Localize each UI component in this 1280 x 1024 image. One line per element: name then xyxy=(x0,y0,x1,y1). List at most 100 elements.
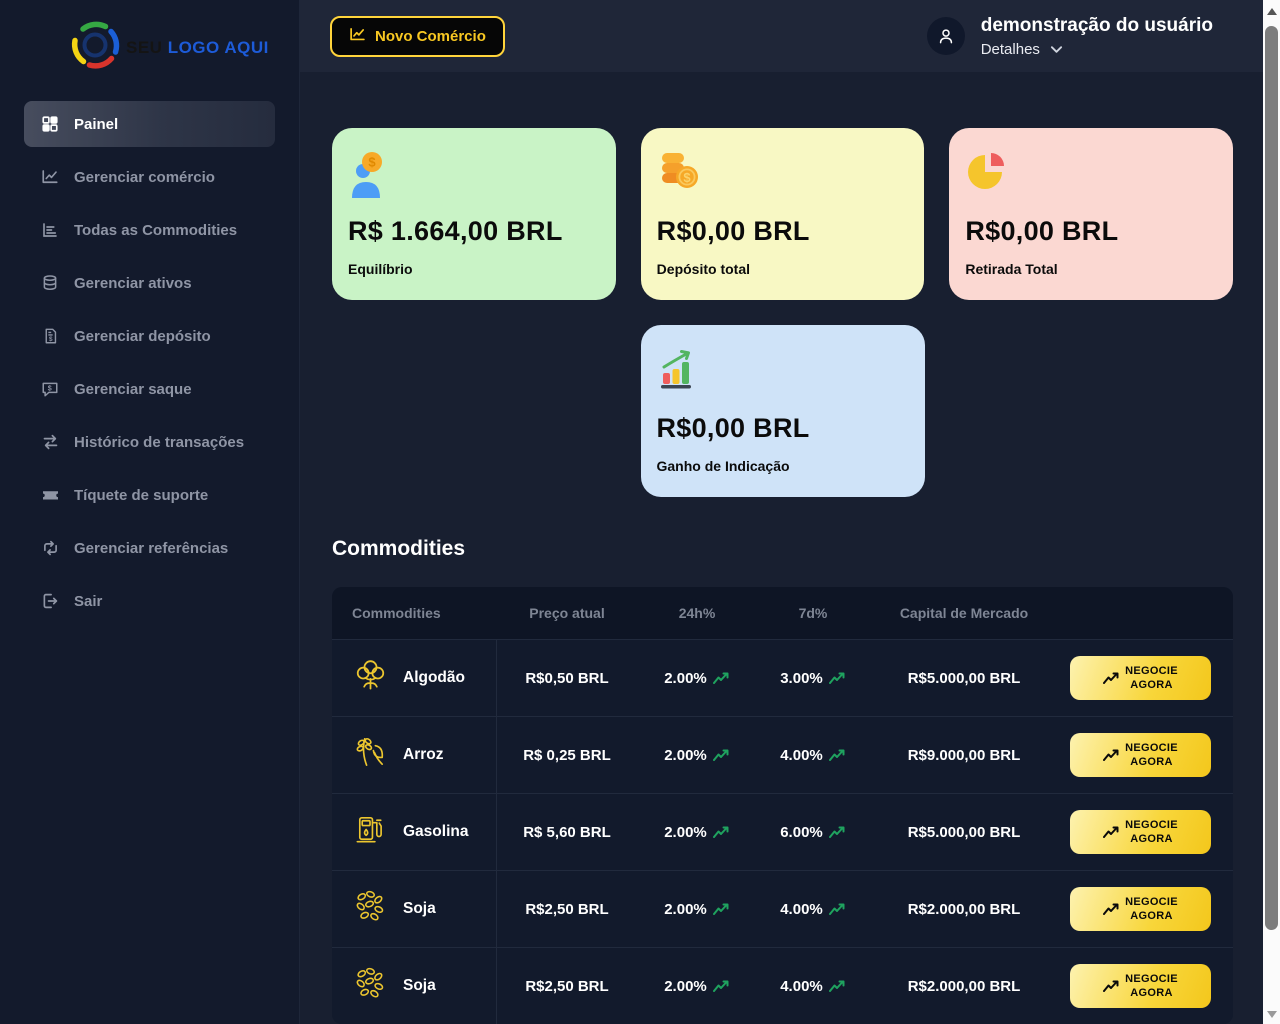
change-7d-cell: 4.00% xyxy=(757,978,869,995)
change-7d-cell: 4.00% xyxy=(757,747,869,764)
scrollbar-up-arrow[interactable] xyxy=(1266,8,1277,15)
change-7d-cell: 6.00% xyxy=(757,824,869,841)
commodity-row-gasolina-2: Gasolina R$ 5,60 BRL 2.00% 6.00% R$5.000,00 … xyxy=(332,793,1233,870)
user-name: demonstração do usuário xyxy=(980,14,1213,36)
trend-up-icon xyxy=(1103,826,1120,839)
commodity-row-soja-3: Soja R$2,50 BRL 2.00% 4.00% R$2.000,00 BRL NE… xyxy=(332,870,1233,947)
user-menu[interactable]: demonstração do usuário Detalhes xyxy=(926,14,1213,58)
coins-icon xyxy=(40,274,60,292)
trade-now-button[interactable]: NEGOCIE AGORA xyxy=(1070,810,1211,854)
commodity-name: Gasolina xyxy=(403,823,469,840)
stat-card-equilibrio: $ R$ 1.664,00 BRL Equilíbrio xyxy=(332,128,616,300)
trade-now-button[interactable]: NEGOCIE AGORA xyxy=(1070,887,1211,931)
sidebar-item-gerenciar-comercio[interactable]: Gerenciar comércio xyxy=(24,154,275,200)
sidebar-item-label: Todas as Commodities xyxy=(74,221,238,239)
column-header-24h: 24h% xyxy=(678,605,716,621)
trade-now-line1: NEGOCIE xyxy=(1125,972,1178,985)
sidebar-item-label: Gerenciar referências xyxy=(74,539,229,557)
trend-up-icon xyxy=(1103,672,1120,685)
sidebar-item-label: Sair xyxy=(74,592,103,610)
commodity-name: Algodão xyxy=(403,669,465,686)
logo: SEU LOGO AQUI xyxy=(0,0,299,77)
sidebar-item-gerenciar-deposito[interactable]: $ Gerenciar depósito xyxy=(24,313,275,359)
column-header-capital-de-mercado: Capital de Mercado xyxy=(899,605,1029,621)
change-24h-value: 2.00% xyxy=(664,900,707,918)
soy-icon xyxy=(352,888,389,930)
sidebar-item-tiquete-de-suporte[interactable]: Tíquete de suporte xyxy=(24,472,275,518)
sidebar-item-label: Painel xyxy=(74,115,119,133)
trend-up-icon xyxy=(828,826,846,839)
trade-now-button[interactable]: NEGOCIE AGORA xyxy=(1070,964,1211,1008)
trade-now-line1: NEGOCIE xyxy=(1125,895,1178,908)
sidebar-item-historico-de-transacoes[interactable]: Histórico de transações xyxy=(24,419,275,465)
stat-card-label: Depósito total xyxy=(656,261,751,277)
soy-icon xyxy=(352,965,389,1007)
user-balance-icon: $ xyxy=(348,150,600,202)
signout-icon xyxy=(40,592,60,610)
sidebar-item-painel[interactable]: Painel xyxy=(24,101,275,147)
price-cell: R$0,50 BRL xyxy=(525,669,609,687)
cotton-icon xyxy=(352,657,389,699)
commodity-name: Arroz xyxy=(403,746,444,763)
scrollbar-thumb[interactable] xyxy=(1265,26,1278,930)
logo-text-dark: SEU xyxy=(126,37,163,57)
sidebar-item-todas-as-commodities[interactable]: Todas as Commodities xyxy=(24,207,275,253)
sidebar-item-gerenciar-ativos[interactable]: Gerenciar ativos xyxy=(24,260,275,306)
sidebar-item-label: Gerenciar comércio xyxy=(74,168,215,186)
sidebar-item-label: Tíquete de suporte xyxy=(74,486,209,504)
change-7d-value: 3.00% xyxy=(780,669,823,687)
sidebar-item-sair[interactable]: Sair xyxy=(24,578,275,624)
retweet-icon xyxy=(40,539,60,557)
vertical-scrollbar[interactable] xyxy=(1263,0,1280,1024)
price-cell: R$2,50 BRL xyxy=(525,977,609,995)
dashboard-icon xyxy=(40,115,60,133)
action-cell: NEGOCIE AGORA xyxy=(1059,887,1233,931)
trend-up-icon xyxy=(712,826,730,839)
stat-card-ganho-de-indicacao: R$0,00 BRL Ganho de Indicação xyxy=(640,325,925,497)
logo-text: SEU LOGO AQUI xyxy=(126,38,269,58)
stat-card-value: R$0,00 BRL xyxy=(656,216,810,246)
change-24h-value: 2.00% xyxy=(664,977,707,995)
trade-now-label: NEGOCIE AGORA xyxy=(1125,741,1178,770)
change-24h-cell: 2.00% xyxy=(637,824,757,841)
column-header-7d: 7d% xyxy=(798,605,828,621)
trade-now-button[interactable]: NEGOCIE AGORA xyxy=(1070,656,1211,700)
column-header-preco-atual: Preço atual xyxy=(529,605,605,621)
user-details-toggle[interactable]: Detalhes xyxy=(981,41,1213,58)
change-7d-cell: 3.00% xyxy=(757,670,869,687)
trend-up-icon xyxy=(828,749,846,762)
change-24h-value: 2.00% xyxy=(664,746,707,764)
sidebar-item-gerenciar-saque[interactable]: $ Gerenciar saque xyxy=(24,366,275,412)
sidebar: SEU LOGO AQUI Painel Gerenciar comércio To… xyxy=(0,0,300,1024)
invoice-dollar-icon: $ xyxy=(40,327,60,345)
trend-up-icon xyxy=(712,749,730,762)
stat-cards-row-2: R$0,00 BRL Ganho de Indicação xyxy=(332,325,1233,497)
change-24h-cell: 2.00% xyxy=(637,901,757,918)
market-cap-cell: R$2.000,00 BRL xyxy=(907,977,1021,995)
pie-chart-icon xyxy=(965,150,1217,202)
commodities-section-title: Commodities xyxy=(332,537,466,560)
ticket-icon xyxy=(40,486,60,504)
commodity-row-soja-4: Soja R$2,50 BRL 2.00% 4.00% R$2.000,00 BRL NE… xyxy=(332,947,1233,1024)
trade-now-line1: NEGOCIE xyxy=(1125,741,1178,754)
action-cell: NEGOCIE AGORA xyxy=(1059,656,1233,700)
sidebar-item-label: Gerenciar depósito xyxy=(74,327,211,345)
new-trade-button[interactable]: Novo Comércio xyxy=(330,15,505,57)
change-7d-value: 4.00% xyxy=(780,977,823,995)
avatar[interactable] xyxy=(926,17,965,55)
trend-up-icon xyxy=(1103,903,1120,916)
scrollbar-down-arrow[interactable] xyxy=(1266,1011,1277,1018)
change-7d-value: 6.00% xyxy=(780,823,823,841)
stat-card-label: Equilíbrio xyxy=(348,261,413,277)
market-cap-cell: R$2.000,00 BRL xyxy=(907,900,1021,918)
stat-card-value: R$0,00 BRL xyxy=(965,216,1119,246)
sidebar-item-label: Histórico de transações xyxy=(74,433,245,451)
trade-now-label: NEGOCIE AGORA xyxy=(1125,664,1178,693)
commodity-name: Soja xyxy=(403,900,436,917)
chart-line-icon xyxy=(349,26,366,47)
rice-icon xyxy=(352,734,389,776)
stat-card-value: R$ 1.664,00 BRL xyxy=(348,216,563,246)
trade-now-button[interactable]: NEGOCIE AGORA xyxy=(1070,733,1211,777)
logo-shutter-icon xyxy=(68,18,122,77)
sidebar-item-gerenciar-referencias[interactable]: Gerenciar referências xyxy=(24,525,275,571)
